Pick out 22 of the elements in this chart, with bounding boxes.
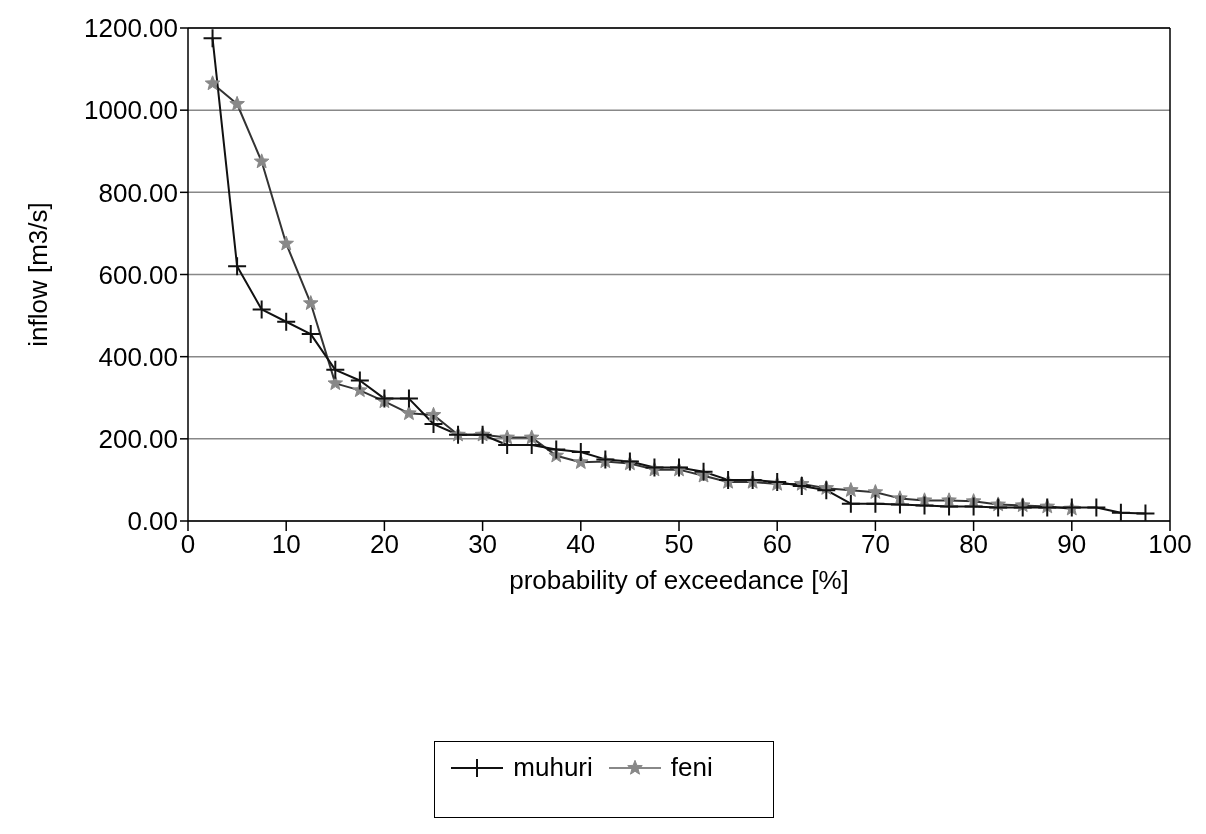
x-tick-label: 30 [468,529,498,560]
x-tick-label: 80 [959,529,989,560]
x-tick-label: 70 [860,529,890,560]
x-tick-label: 90 [1057,529,1087,560]
x-tick-label: 60 [762,529,792,560]
x-tick-label: 20 [369,529,399,560]
y-tick-label: 0.00 [127,506,178,537]
y-tick-label: 800.00 [98,177,178,208]
x-tick-label: 0 [180,529,196,560]
y-tick-label: 1200.00 [84,13,178,44]
x-tick-label: 50 [664,529,694,560]
x-tick-label: 10 [271,529,301,560]
x-axis-title: probability of exceedance [%] [509,565,849,595]
y-axis-title: inflow [m3/s] [23,202,54,347]
y-tick-label: 600.00 [98,259,178,290]
x-tick-label: 40 [566,529,596,560]
y-tick-label: 200.00 [98,424,178,455]
legend-label: muhuri [512,752,593,783]
y-tick-label: 1000.00 [84,95,178,126]
legend-label: feni [669,752,713,783]
x-tick-label: 100 [1148,529,1192,560]
y-tick-label: 400.00 [98,341,178,372]
